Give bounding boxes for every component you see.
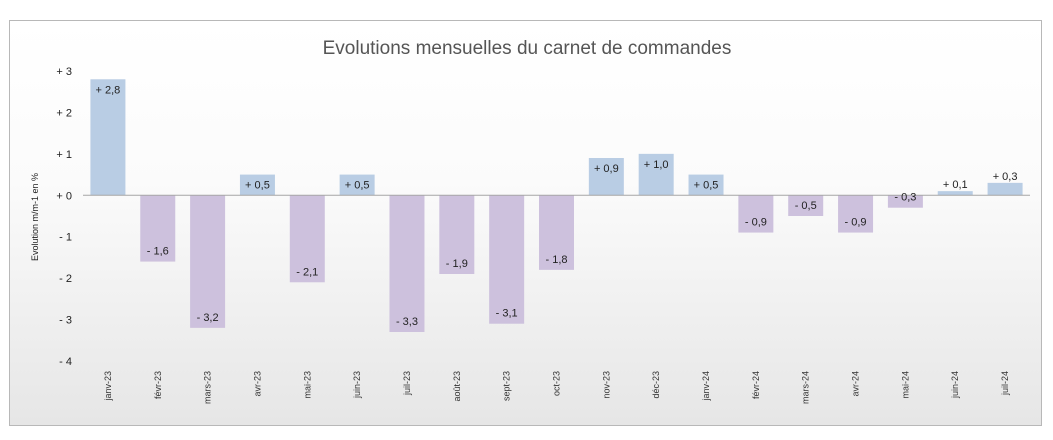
data-label: - 0,9 [845,217,867,229]
bar-sept-23 [489,195,525,324]
x-tick-label: sept-23 [502,371,512,401]
bar-mai-23 [289,195,325,283]
y-tick-label: - 1 [59,232,72,244]
bar-juil-24 [987,182,1023,196]
y-tick-label: + 0 [56,190,72,202]
data-label: + 0,5 [694,180,719,192]
x-tick-label: déc-23 [651,371,661,399]
data-label: - 1,8 [545,254,567,266]
y-tick-label: + 2 [56,107,72,119]
bar-avr-23 [239,174,275,196]
bar-févr-24 [738,195,774,233]
bar-mars-23 [190,195,226,328]
data-label: - 1,9 [446,258,468,270]
x-axis-labels: janv-23 févr-23 mars-23 avr-23 mai-23 juin-23… [103,371,1010,404]
data-label: - 0,3 [894,192,916,204]
chart-title: Evolutions mensuelles du carnet de comma… [323,38,732,59]
x-tick-label: mai-24 [900,371,910,399]
x-tick-label: avr-24 [851,371,861,397]
x-tick-label: mai-23 [302,371,312,399]
bar-janv-23 [90,79,126,196]
y-tick-label: + 3 [56,66,72,78]
data-label: + 2,8 [96,84,121,96]
chart-canvas: Evolutions mensuelles du carnet de comma… [30,38,1030,404]
x-tick-label: mars-24 [801,371,811,404]
bar-juin-24 [937,191,973,196]
data-label: + 0,3 [993,171,1018,183]
bar-févr-23 [140,195,176,262]
x-tick-label: juil-23 [402,371,412,396]
bar-series [90,79,1023,332]
y-tick-label: - 4 [59,356,72,368]
data-label: - 0,5 [795,200,817,212]
x-tick-label: févr-24 [751,371,761,399]
data-label: + 0,5 [345,180,370,192]
chart-frame: Evolutions mensuelles du carnet de comma… [9,20,1042,426]
y-tick-label: - 3 [59,315,72,327]
data-label: + 0,1 [943,179,968,191]
x-tick-label: janv-23 [103,371,113,402]
bar-déc-23 [638,153,674,196]
x-tick-label: nov-23 [601,371,611,399]
x-tick-label: févr-23 [153,371,163,399]
bar-mai-24 [887,195,923,208]
y-axis-label: Evolution m/m-1 en % [30,173,40,261]
data-label: + 0,5 [245,180,270,192]
data-label: - 1,6 [147,246,169,258]
x-tick-label: janv-24 [701,371,711,402]
x-tick-label: oct-23 [552,371,562,396]
x-tick-label: août-23 [452,371,462,402]
bar-juil-23 [389,195,425,332]
bar-oct-23 [539,195,574,270]
bar-janv-24 [688,174,724,196]
bar-avr-24 [838,195,874,233]
data-labels: + 2,8 - 1,6 - 3,2 + 0,5 - 2,1 + 0,5 - 3,3 - 1,9… [96,84,1018,328]
bar-nov-23 [588,158,624,196]
x-tick-label: avr-23 [252,371,262,397]
data-label: - 3,2 [197,312,219,324]
bar-août-23 [439,195,475,274]
x-tick-label: juin-24 [950,371,960,399]
bar-mars-24 [788,195,824,216]
data-label: - 3,1 [496,308,518,320]
data-label: - 0,9 [745,217,767,229]
data-label: - 2,1 [296,266,318,278]
data-label: + 1,0 [644,159,669,171]
x-tick-label: mars-23 [203,371,213,404]
x-tick-label: juin-23 [352,371,362,399]
data-label: + 0,9 [594,163,619,175]
x-tick-label: juil-24 [1000,371,1010,396]
y-tick-label: - 2 [59,273,72,285]
y-axis-ticks: + 3 + 2 + 1 + 0 - 1 - 2 - 3 - 4 [56,66,72,368]
y-tick-label: + 1 [56,149,72,161]
bar-juin-23 [339,174,375,196]
data-label: - 3,3 [396,316,418,328]
